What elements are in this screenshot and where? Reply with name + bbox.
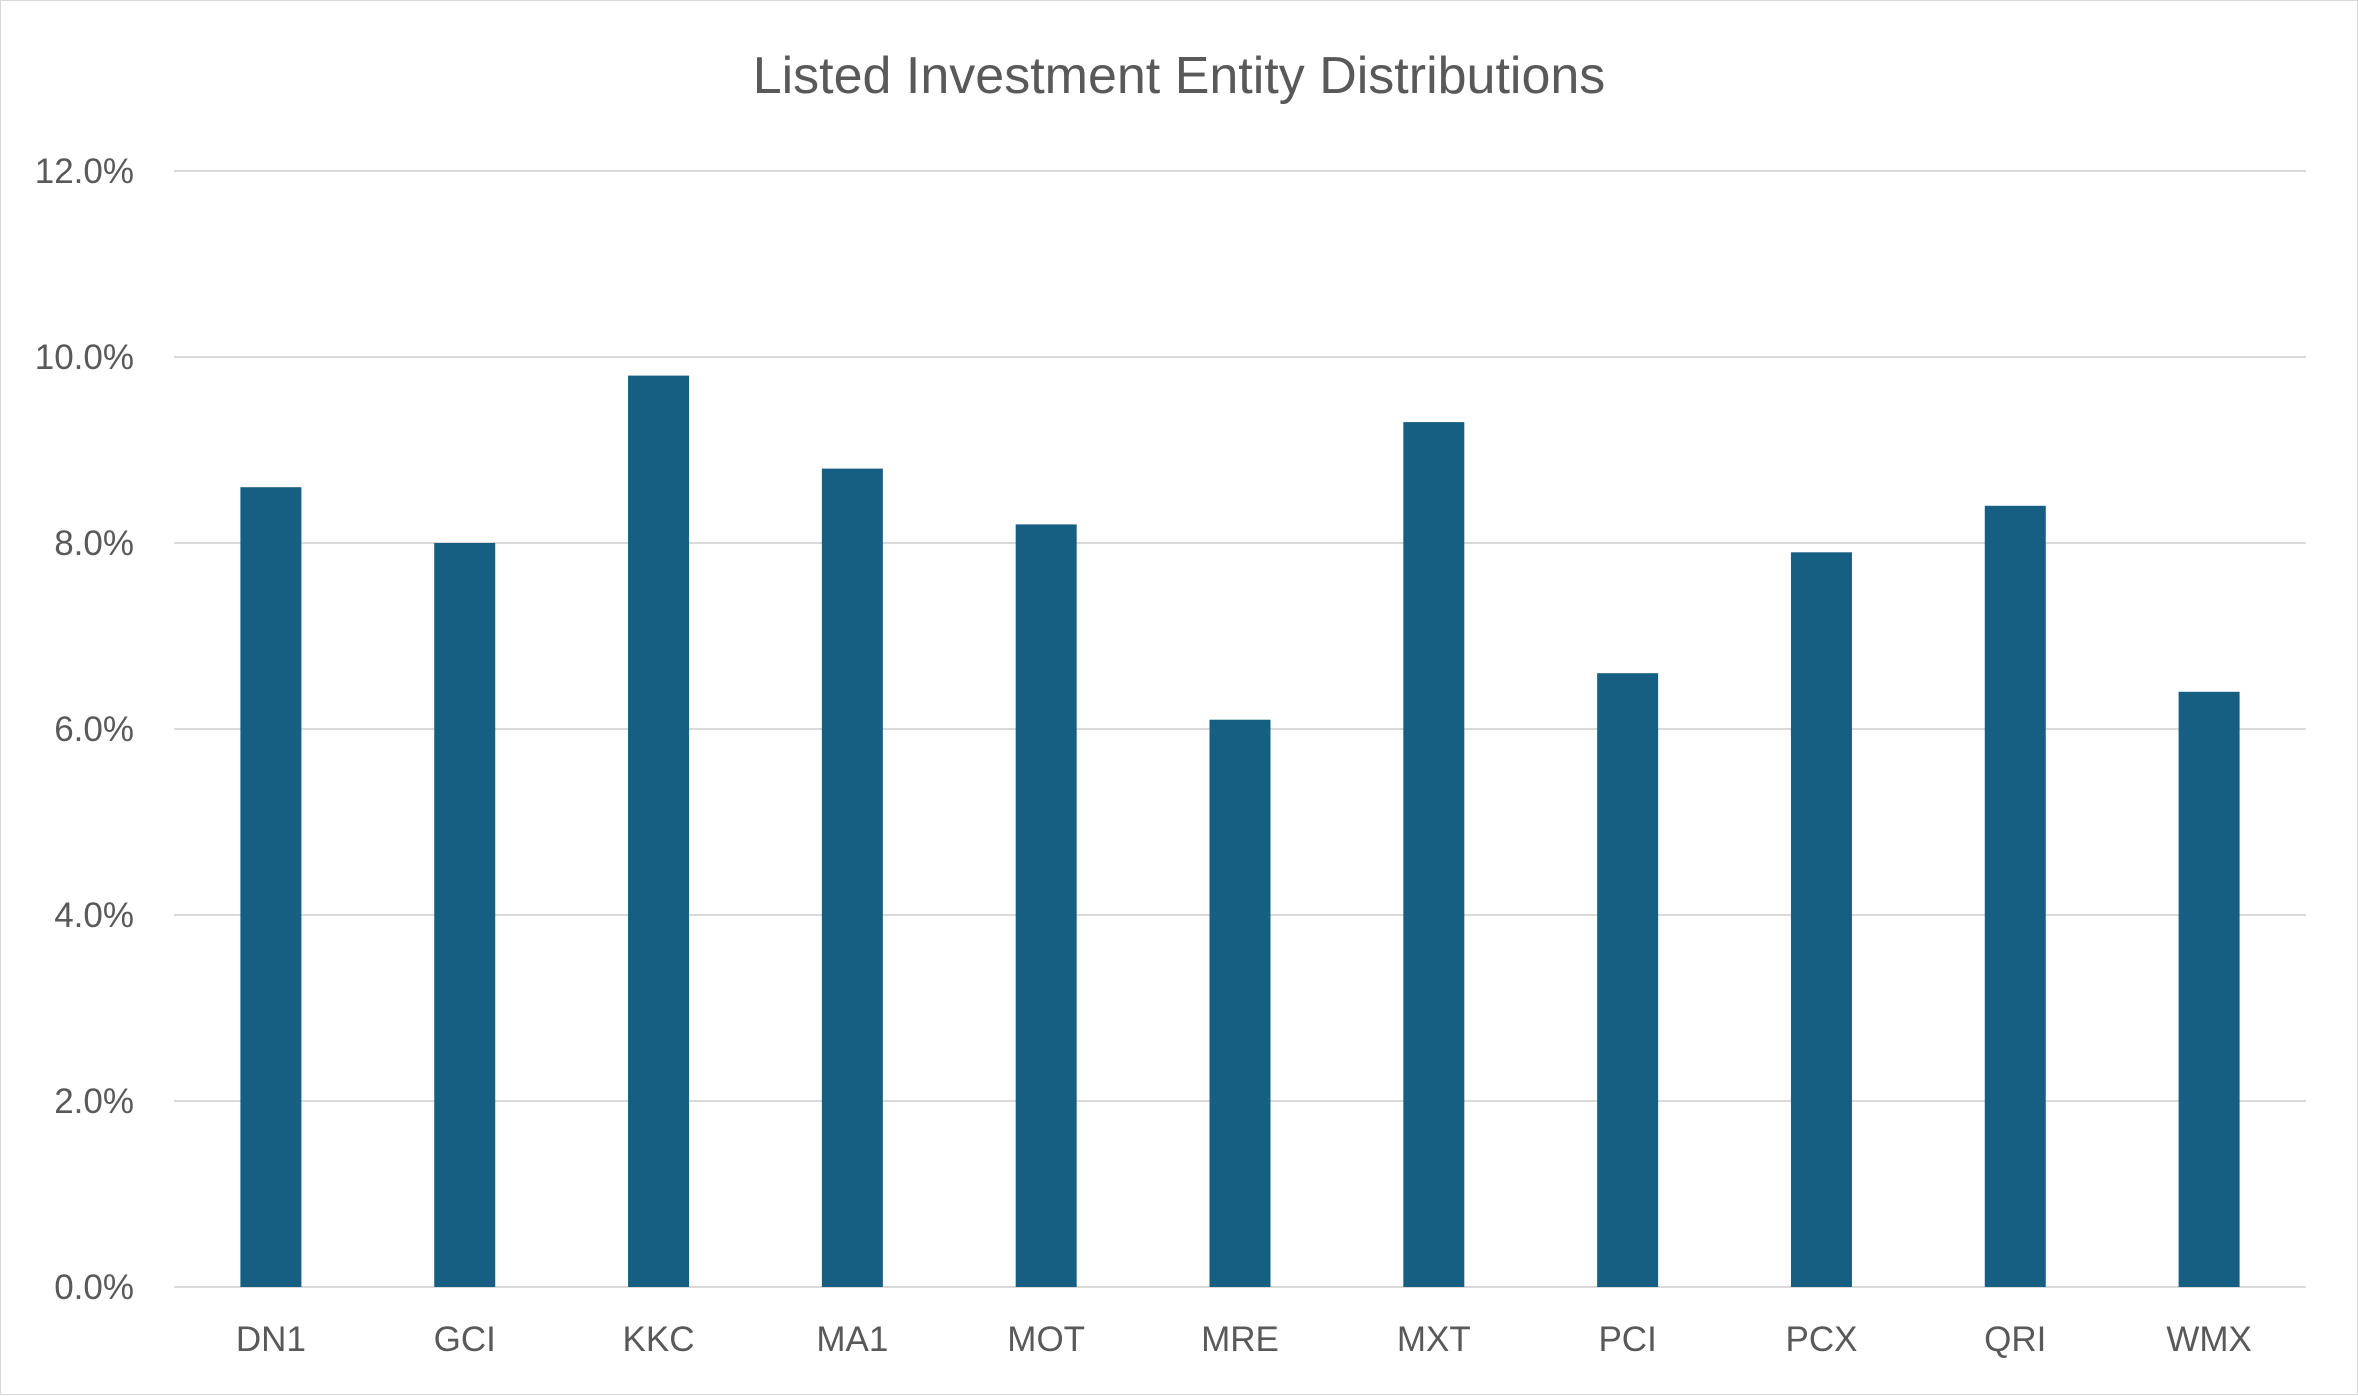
x-tick-label: KKC — [623, 1320, 695, 1359]
bar-pcx — [1790, 552, 1852, 1287]
x-tick-label: MA1 — [816, 1320, 888, 1359]
bar-mxt — [1403, 422, 1465, 1288]
bar-mre — [1209, 719, 1271, 1287]
bar-gci — [434, 543, 496, 1287]
x-tick-label: PCI — [1598, 1320, 1656, 1359]
y-axis-ticks: 0.0% 2.0% 4.0% 6.0% 8.0% 10.0% 12.0% — [35, 152, 134, 1307]
y-tick-label: 2.0% — [54, 1082, 134, 1121]
y-tick-label: 8.0% — [54, 524, 134, 563]
chart-title: Listed Investment Entity Distributions — [753, 47, 1606, 105]
bar-pci — [1597, 673, 1659, 1287]
x-tick-label: GCI — [434, 1320, 496, 1359]
x-tick-label: MXT — [1397, 1320, 1471, 1359]
bar-dn1 — [240, 487, 302, 1287]
x-tick-label: MOT — [1007, 1320, 1085, 1359]
x-tick-label: PCX — [1785, 1320, 1857, 1359]
x-tick-label: WMX — [2166, 1320, 2252, 1359]
bar-ma1 — [821, 468, 883, 1288]
y-tick-label: 0.0% — [54, 1268, 134, 1307]
bars — [240, 375, 2240, 1288]
y-tick-label: 6.0% — [54, 710, 134, 749]
x-tick-label: MRE — [1201, 1320, 1279, 1359]
bar-mot — [1015, 524, 1077, 1287]
bar-qri — [1984, 505, 2046, 1287]
x-tick-label: QRI — [1984, 1320, 2046, 1359]
bar-wmx — [2178, 691, 2240, 1287]
x-tick-label: DN1 — [236, 1320, 306, 1359]
y-tick-label: 12.0% — [35, 152, 134, 191]
y-tick-label: 4.0% — [54, 896, 134, 935]
y-tick-label: 10.0% — [35, 338, 134, 377]
x-axis-labels: DN1 GCI KKC MA1 MOT MRE MXT PCI PCX QRI WMX — [236, 1320, 2252, 1359]
bar-kkc — [628, 375, 690, 1288]
